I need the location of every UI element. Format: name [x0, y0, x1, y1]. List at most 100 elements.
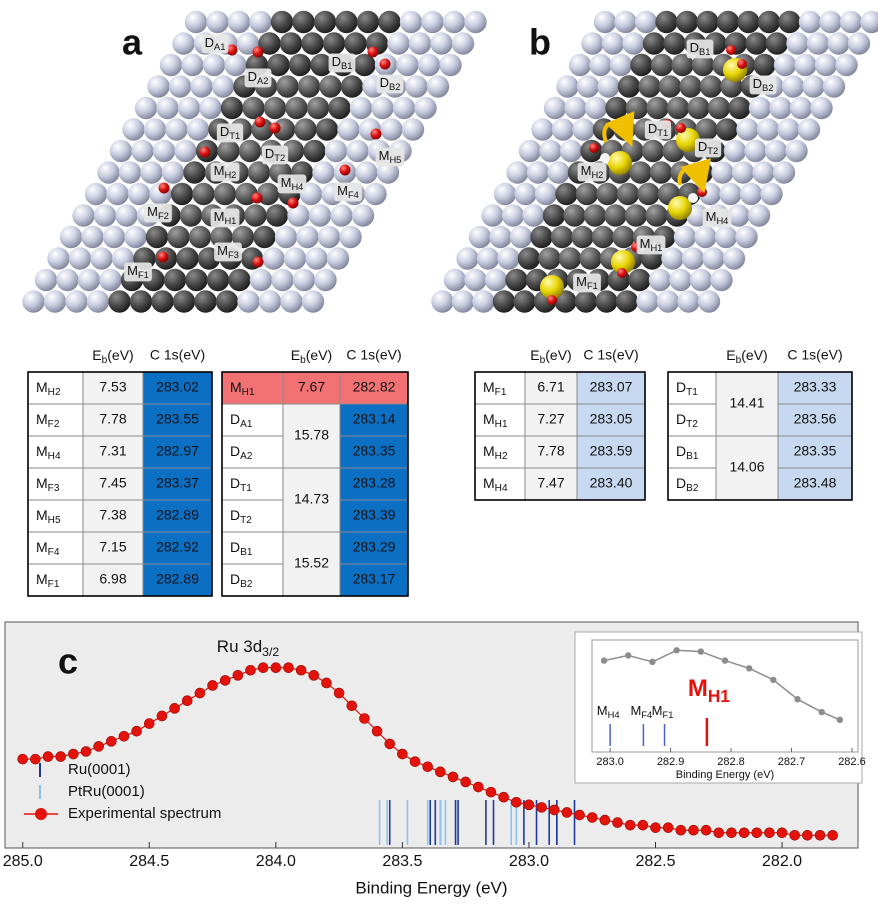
- atom: [181, 54, 203, 76]
- atom: [604, 204, 626, 226]
- atom: [728, 97, 750, 119]
- spectrum-point: [524, 800, 534, 810]
- cell-text: 14.06: [729, 459, 764, 475]
- atom: [510, 226, 532, 248]
- atom: [702, 247, 724, 269]
- atom: [513, 290, 535, 312]
- atom: [439, 54, 461, 76]
- atom: [176, 247, 198, 269]
- atom: [339, 226, 361, 248]
- cell-text: 15.52: [294, 555, 329, 571]
- atom: [527, 161, 549, 183]
- label-sub: B1: [699, 47, 710, 57]
- cell-text: 15.78: [294, 427, 329, 443]
- atom: [547, 161, 569, 183]
- spectrum-point: [790, 830, 800, 840]
- atom: [575, 290, 597, 312]
- atom: [625, 204, 647, 226]
- panel-letter: b: [529, 22, 551, 63]
- atom: [676, 11, 698, 33]
- atom: [551, 226, 573, 248]
- atom: [318, 226, 340, 248]
- atom: [276, 75, 298, 97]
- atom: [172, 32, 194, 54]
- cell-text: 283.33: [794, 379, 837, 395]
- atom: [167, 226, 189, 248]
- atom: [555, 183, 577, 205]
- spectrum-point: [106, 736, 116, 746]
- atom: [682, 247, 704, 269]
- atom: [744, 140, 766, 162]
- atom: [560, 140, 582, 162]
- atom: [752, 161, 774, 183]
- adsorbate-atom: [371, 129, 382, 140]
- atom: [651, 54, 673, 76]
- label-sub: H2: [48, 387, 61, 398]
- atom: [327, 247, 349, 269]
- atom: [47, 247, 69, 269]
- atom: [264, 97, 286, 119]
- atom: [710, 269, 732, 291]
- site-label: DA2: [245, 68, 272, 87]
- spectrum-point: [613, 818, 623, 828]
- cell-text: 283.17: [353, 571, 396, 587]
- atom: [723, 247, 745, 269]
- atom: [585, 97, 607, 119]
- label-text: Eb(eV): [530, 347, 571, 366]
- spectrum-point: [461, 777, 471, 787]
- x-axis-title: Binding Energy (eV): [355, 878, 507, 897]
- label-base: M: [652, 703, 663, 718]
- label-base: D: [265, 146, 274, 161]
- atom: [110, 140, 132, 162]
- atom: [228, 11, 250, 33]
- atom: [427, 75, 449, 97]
- figure: DA1DA2DB1DB2DT1DT2MH5MH2MH4MF4MF2MH1MF3M…: [0, 0, 878, 904]
- atom: [815, 54, 837, 76]
- x-tick-label: 284.5: [129, 853, 169, 870]
- cell-text: 283.59: [590, 443, 633, 459]
- label-sub: A1: [214, 42, 225, 52]
- label-sub: B2: [389, 82, 400, 92]
- label-sub: F4: [348, 190, 359, 200]
- legend-label: Experimental spectrum: [68, 805, 221, 822]
- atom: [629, 161, 651, 183]
- label-sub: T2: [240, 515, 252, 526]
- label-base: M: [688, 675, 708, 702]
- atom: [481, 204, 503, 226]
- atom: [316, 118, 338, 140]
- spectrum-point: [94, 741, 104, 751]
- inset-x-tick-label: 282.7: [778, 756, 806, 768]
- cell-text: 7.31: [99, 443, 126, 459]
- spectrum-point: [435, 767, 445, 777]
- atom: [314, 11, 336, 33]
- inset-point: [746, 665, 752, 671]
- atom: [292, 11, 314, 33]
- spectrum-point: [309, 670, 319, 680]
- atom: [679, 75, 701, 97]
- cell-text: 14.41: [729, 395, 764, 411]
- atom: [657, 290, 679, 312]
- atom: [173, 290, 195, 312]
- label-base: M: [127, 263, 138, 278]
- atom: [643, 32, 665, 54]
- label-base: M: [36, 411, 48, 427]
- atom: [690, 269, 712, 291]
- label-base: M: [36, 507, 48, 523]
- label-base: M: [706, 209, 717, 224]
- spectrum-point: [321, 678, 331, 688]
- atom: [402, 118, 424, 140]
- legend-marker: [35, 808, 47, 820]
- atom: [848, 32, 870, 54]
- label-text: C 1s(eV): [346, 347, 401, 363]
- atom: [650, 161, 672, 183]
- label-sub: H5: [48, 515, 61, 526]
- label-sub: F2: [48, 419, 60, 430]
- label-base: D: [230, 507, 240, 523]
- atom: [298, 75, 320, 97]
- atom: [122, 118, 144, 140]
- label-sub: H4: [291, 182, 303, 192]
- label-sub: F1: [495, 387, 507, 398]
- atom: [305, 247, 327, 269]
- atom: [635, 11, 657, 33]
- atom: [430, 32, 452, 54]
